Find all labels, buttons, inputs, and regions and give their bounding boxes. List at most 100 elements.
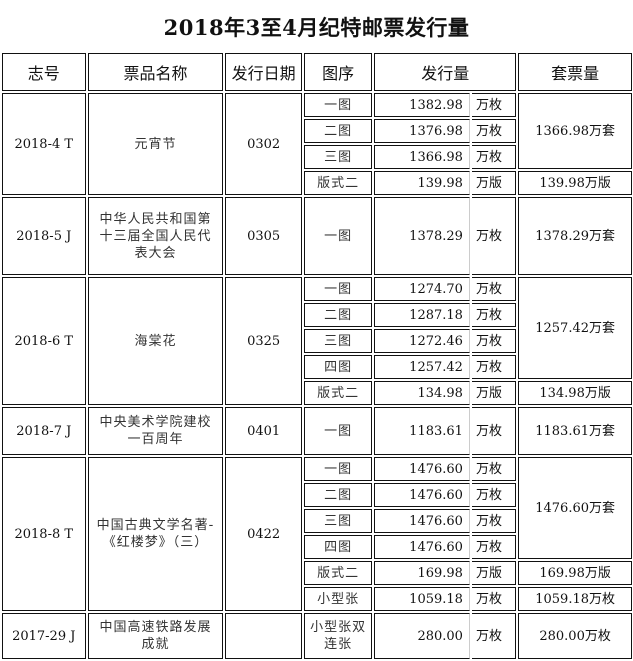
quantity-unit: 万枚	[471, 613, 517, 659]
quantity-unit: 万枚	[471, 483, 517, 507]
quantity-unit: 万枚	[471, 457, 517, 481]
figure-seq: 三图	[303, 145, 373, 169]
table-row: 二图 1476.60 万枚	[2, 483, 632, 507]
set-quantity: 169.98万版	[518, 561, 632, 585]
table-row: 版式二 169.98 万版 169.98万版	[2, 561, 632, 585]
table-row: 版式二 139.98 万版 139.98万版	[2, 171, 632, 195]
table-row: 小型张 1059.18 万枚 1059.18万枚	[2, 587, 632, 611]
figure-seq: 小型张	[303, 587, 373, 611]
figure-seq: 小型张双连张	[303, 613, 373, 659]
set-quantity: 1183.61万套	[518, 407, 632, 455]
quantity-unit: 万枚	[471, 145, 517, 169]
figure-seq: 版式二	[303, 381, 373, 405]
issue-quantity: 1366.98	[374, 145, 470, 169]
quantity-unit: 万枚	[471, 119, 517, 143]
quantity-unit: 万版	[471, 171, 517, 195]
table-row: 2018-4 T 元宵节 0302 一图 1382.98 万枚 1366.98万套	[2, 93, 632, 195]
table-row: 三图 1366.98 万枚	[2, 145, 632, 169]
issue-quantity: 1287.18	[374, 303, 470, 327]
set-quantity: 1476.60万套	[518, 457, 632, 559]
header-quantity: 发行量	[374, 53, 517, 91]
issue-quantity: 1382.98	[374, 93, 470, 117]
header-row: 志号 票品名称 发行日期 图序 发行量 套票量	[2, 53, 632, 91]
set-quantity: 1366.98万套	[518, 93, 632, 169]
issue-quantity: 1476.60	[374, 483, 470, 507]
header-set-quantity: 套票量	[518, 53, 632, 91]
issue-quantity: 1476.60	[374, 535, 470, 559]
issue-quantity: 1274.70	[374, 277, 470, 301]
table-row: 三图 1272.46 万枚	[2, 329, 632, 353]
quantity-unit: 万版	[471, 381, 517, 405]
stamp-code: 2018-5 J	[2, 197, 86, 275]
stamp-code: 2017-29 J	[2, 613, 86, 659]
quantity-unit: 万枚	[471, 509, 517, 533]
figure-seq: 三图	[303, 509, 373, 533]
figure-seq: 二图	[303, 483, 373, 507]
set-quantity: 1378.29万套	[518, 197, 632, 275]
stamp-code: 2018-8 T	[2, 457, 86, 611]
figure-seq: 四图	[303, 355, 373, 379]
issue-quantity: 1059.18	[374, 587, 470, 611]
set-quantity: 280.00万枚	[518, 613, 632, 659]
set-quantity: 1257.42万套	[518, 277, 632, 379]
figure-seq: 一图	[303, 277, 373, 301]
table-row: 二图 1376.98 万枚	[2, 119, 632, 143]
figure-seq: 一图	[303, 457, 373, 481]
quantity-unit: 万枚	[471, 277, 517, 301]
stamp-name: 中国高速铁路发展成就	[87, 613, 224, 659]
table-row: 二图 1287.18 万枚	[2, 303, 632, 327]
issue-quantity: 1476.60	[374, 457, 470, 481]
figure-seq: 一图	[303, 93, 373, 117]
table-row: 版式二 134.98 万版 134.98万版	[2, 381, 632, 405]
issue-quantity: 280.00	[374, 613, 470, 659]
quantity-unit: 万枚	[471, 535, 517, 559]
table-row: 四图 1476.60 万枚	[2, 535, 632, 559]
set-quantity: 139.98万版	[518, 171, 632, 195]
table-row: 2018-6 T 海棠花 0325 一图 1274.70 万枚 1257.42万套	[2, 277, 632, 405]
table-row: 三图 1476.60 万枚	[2, 509, 632, 533]
stamp-name: 元宵节	[87, 93, 224, 195]
figure-seq: 三图	[303, 329, 373, 353]
issue-quantity: 1183.61	[374, 407, 470, 455]
stamp-issue-table: 志号 票品名称 发行日期 图序 发行量 套票量 2018-4 T 元宵节 0302 一…	[0, 51, 633, 661]
issue-quantity: 139.98	[374, 171, 470, 195]
quantity-unit: 万枚	[471, 303, 517, 327]
quantity-unit: 万版	[471, 561, 517, 585]
issue-quantity: 1378.29	[374, 197, 470, 275]
figure-seq: 二图	[303, 119, 373, 143]
quantity-unit: 万枚	[471, 329, 517, 353]
header-seq: 图序	[303, 53, 373, 91]
issue-quantity: 1476.60	[374, 509, 470, 533]
header-date: 发行日期	[225, 53, 302, 91]
stamp-code: 2018-7 J	[2, 407, 86, 455]
quantity-unit: 万枚	[471, 407, 517, 455]
issue-quantity: 169.98	[374, 561, 470, 585]
page-title: 2018年3至4月纪特邮票发行量	[163, 15, 470, 40]
issue-date	[225, 613, 302, 659]
issue-date: 0325	[225, 277, 302, 405]
stamp-name: 中华人民共和国第十三届全国人民代表大会	[87, 197, 224, 275]
issue-date: 0302	[225, 93, 302, 195]
issue-quantity: 134.98	[374, 381, 470, 405]
quantity-unit: 万枚	[471, 587, 517, 611]
figure-seq: 版式二	[303, 561, 373, 585]
stamp-name: 中央美术学院建校一百周年	[87, 407, 224, 455]
issue-date: 0305	[225, 197, 302, 275]
table-row: 2018-8 T 中国古典文学名著-《红楼梦》（三） 0422 一图 1476.60 万枚…	[2, 457, 632, 611]
stamp-code: 2018-6 T	[2, 277, 86, 405]
figure-seq: 四图	[303, 535, 373, 559]
figure-seq: 一图	[303, 407, 373, 455]
table-row: 四图 1257.42 万枚	[2, 355, 632, 379]
table-row: 2017-29 J 中国高速铁路发展成就 小型张双连张 280.00 万枚 280.00万…	[2, 613, 632, 659]
table-row: 2018-5 J 中华人民共和国第十三届全国人民代表大会 0305 一图 1378.29…	[2, 197, 632, 275]
header-code: 志号	[2, 53, 86, 91]
issue-quantity: 1272.46	[374, 329, 470, 353]
quantity-unit: 万枚	[471, 355, 517, 379]
issue-quantity: 1376.98	[374, 119, 470, 143]
set-quantity: 1059.18万枚	[518, 587, 632, 611]
set-quantity: 134.98万版	[518, 381, 632, 405]
stamp-name: 海棠花	[87, 277, 224, 405]
issue-date: 0422	[225, 457, 302, 611]
figure-seq: 版式二	[303, 171, 373, 195]
figure-seq: 一图	[303, 197, 373, 275]
